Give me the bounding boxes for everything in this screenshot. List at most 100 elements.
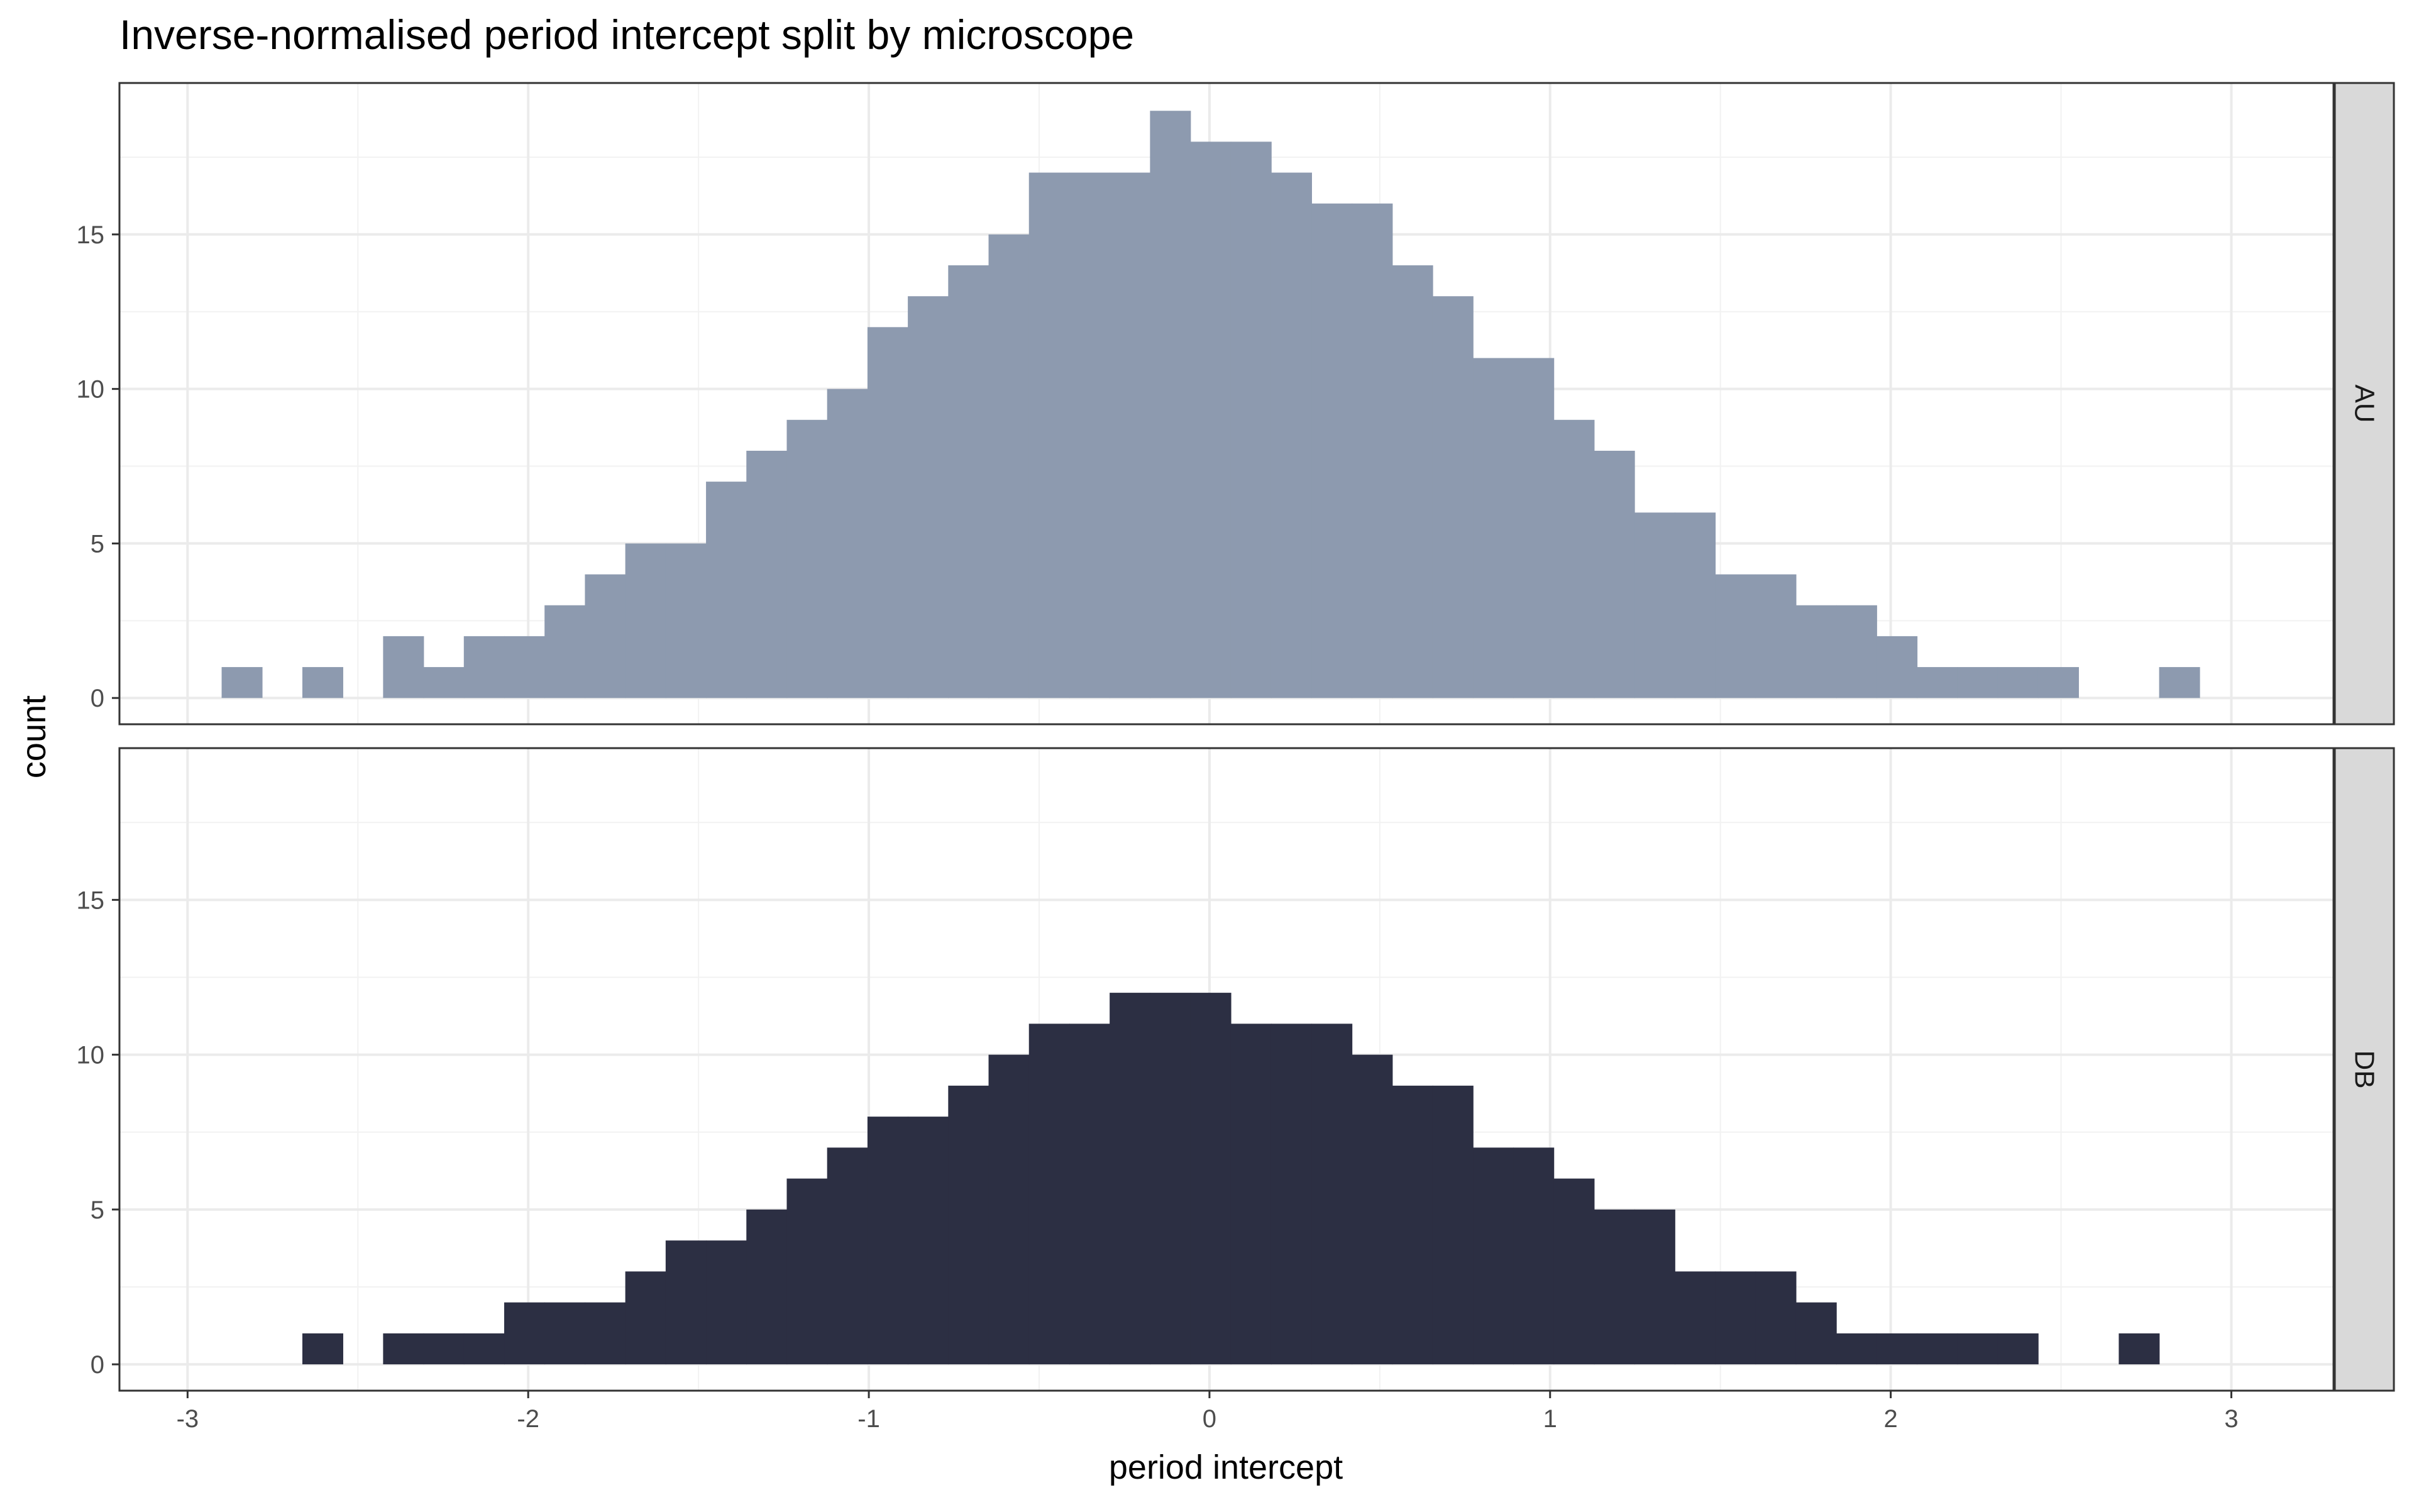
histogram-bar xyxy=(1311,1024,1353,1365)
facet-strip-label: DB xyxy=(2349,1050,2380,1088)
histogram-bar xyxy=(625,1271,666,1365)
histogram-bar xyxy=(908,1117,949,1365)
histogram-bar xyxy=(1473,1147,1514,1365)
histogram-bar xyxy=(463,636,505,698)
histogram-bar xyxy=(746,1209,788,1365)
x-tick-label: 2 xyxy=(1883,1405,1897,1433)
histogram-bar xyxy=(1594,1209,1635,1365)
histogram-bar xyxy=(1230,1024,1272,1365)
panel-border xyxy=(118,747,2335,1392)
histogram-bar xyxy=(383,1333,424,1365)
histogram-bar xyxy=(1997,1333,2039,1365)
histogram-bar xyxy=(1877,636,1918,698)
histogram-bar xyxy=(1553,419,1595,698)
panel-db: 0 5 10 15 DB xyxy=(77,747,2395,1392)
histogram-bar xyxy=(706,1240,747,1365)
facet-strip xyxy=(2334,747,2395,1392)
histogram-bar xyxy=(1270,1024,1312,1365)
histogram-bar xyxy=(827,389,868,698)
histogram-bar xyxy=(544,1302,586,1365)
histogram-bar xyxy=(1432,1085,1474,1365)
y-tick-label: 0 xyxy=(91,1351,104,1379)
y-tick-label: 10 xyxy=(77,376,105,404)
histogram-bar xyxy=(867,1117,908,1365)
x-tick-label: 0 xyxy=(1203,1405,1216,1433)
x-axis-title: period intercept xyxy=(1109,1449,1343,1486)
histogram-bar xyxy=(1311,203,1353,698)
histogram-bar xyxy=(423,1333,465,1365)
histogram-bar xyxy=(1675,1271,1716,1365)
histogram-bar xyxy=(1110,993,1151,1365)
histogram-bar xyxy=(585,574,626,698)
y-tick-label: 0 xyxy=(91,685,104,712)
histogram-bar xyxy=(1230,141,1272,698)
histogram-bar xyxy=(1190,141,1232,698)
histogram-bar xyxy=(2119,1333,2160,1365)
x-tick-label: -1 xyxy=(857,1405,880,1433)
histogram-bar xyxy=(383,636,424,698)
histogram-bar xyxy=(1069,1024,1110,1365)
histogram-bar xyxy=(1392,265,1433,698)
histogram-bar xyxy=(665,543,707,698)
histogram-bar xyxy=(706,482,747,698)
histogram-bar xyxy=(221,667,263,698)
histogram-bar xyxy=(948,265,989,698)
histogram-bar xyxy=(1755,1271,1797,1365)
histogram-bar xyxy=(1473,358,1514,698)
histogram-bar xyxy=(504,636,546,698)
histogram-bar xyxy=(1110,172,1151,698)
x-tick-label: -2 xyxy=(517,1405,539,1433)
histogram-bar xyxy=(504,1302,546,1365)
histogram-bar xyxy=(1150,993,1191,1365)
histogram-bar xyxy=(1877,1333,1918,1365)
histogram-bar xyxy=(302,1333,343,1365)
histogram-bar xyxy=(1634,512,1675,698)
histogram-bar xyxy=(1715,1271,1756,1365)
histogram-bar xyxy=(1028,1024,1070,1365)
histogram-bar xyxy=(423,667,465,698)
histogram-bar xyxy=(1917,1333,1958,1365)
histogram-bar xyxy=(1795,605,1837,698)
histogram-bar xyxy=(1069,172,1110,698)
histogram-bar xyxy=(1190,993,1232,1365)
histogram-bar xyxy=(302,667,343,698)
histogram-bar xyxy=(1795,1302,1837,1365)
histogram-bar xyxy=(1553,1178,1595,1365)
histogram-bar xyxy=(827,1147,868,1365)
histogram-bar xyxy=(1957,1333,1998,1365)
histogram-bar xyxy=(1634,1209,1675,1365)
x-tick-label: 3 xyxy=(2224,1405,2238,1433)
histogram-bar xyxy=(585,1302,626,1365)
histogram-bar xyxy=(988,234,1030,698)
histogram-bar xyxy=(544,605,586,698)
y-tick-label: 5 xyxy=(91,1196,104,1224)
panel-au: 0 5 10 15 AU xyxy=(77,82,2395,726)
facet-strip-label: AU xyxy=(2349,384,2380,422)
histogram-bar xyxy=(463,1333,505,1365)
y-tick-label: 15 xyxy=(77,221,105,249)
histogram-bar xyxy=(786,1178,828,1365)
histogram-bar xyxy=(948,1085,989,1365)
histogram-bar xyxy=(1513,358,1555,698)
histogram-bar xyxy=(786,419,828,698)
x-tick-label: -3 xyxy=(177,1405,199,1433)
histogram-bar xyxy=(1150,111,1191,698)
histogram-bar xyxy=(1432,296,1474,698)
histogram-bar xyxy=(746,450,788,698)
histogram-bar xyxy=(1755,574,1797,698)
panel-border xyxy=(118,82,2335,726)
y-tick-label: 10 xyxy=(77,1042,105,1069)
histogram-bar xyxy=(1836,605,1877,698)
facet-strip xyxy=(2334,82,2395,726)
histogram-bar xyxy=(1957,667,1998,698)
histogram-bar xyxy=(1836,1333,1877,1365)
histogram-bar xyxy=(867,327,908,698)
histogram-bar xyxy=(1392,1085,1433,1365)
y-tick-label: 15 xyxy=(77,886,105,914)
histogram-bar xyxy=(1513,1147,1555,1365)
histogram-bar xyxy=(2159,667,2200,698)
histogram-bar xyxy=(1594,450,1635,698)
histogram-bar xyxy=(1715,574,1756,698)
